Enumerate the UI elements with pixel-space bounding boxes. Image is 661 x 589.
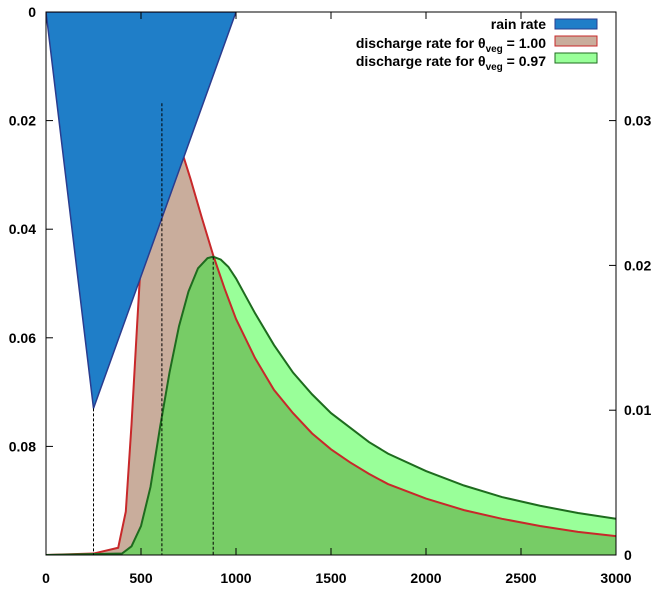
- y-left-tick-label: 0: [28, 4, 36, 20]
- rain-rate-area: [46, 12, 237, 409]
- x-tick-label: 2500: [505, 570, 536, 586]
- legend-swatch-discharge-097: [554, 52, 598, 64]
- y-right-tick-label: 0.01: [624, 402, 651, 418]
- x-tick-label: 2000: [410, 570, 441, 586]
- discharge-100-line: [46, 101, 616, 555]
- x-tick-label: 1000: [220, 570, 251, 586]
- x-tick-label: 3000: [600, 570, 631, 586]
- y-right-tick-label: 0.02: [624, 257, 651, 273]
- x-tick-label: 0: [42, 570, 50, 586]
- peak-markers: [93, 103, 214, 555]
- y-right-tick-label: 0.03: [624, 113, 651, 129]
- legend: rain rate discharge rate for θveg = 1.00…: [356, 16, 598, 73]
- y-left-tick-label: 0.06: [9, 330, 36, 346]
- legend-swatch-discharge-100: [554, 35, 598, 47]
- y-left-tick-label: 0.04: [9, 221, 36, 237]
- discharge-overlap-area: [46, 256, 616, 555]
- y-right-tick-label: 0: [624, 547, 632, 563]
- plot-area: [46, 12, 616, 555]
- discharge-097-line: [46, 255, 616, 555]
- y-left-tick-label: 0.02: [9, 113, 36, 129]
- legend-label-rain: rain rate: [491, 16, 546, 32]
- legend-label-discharge-100: discharge rate for θveg = 1.00: [356, 35, 546, 55]
- legend-swatch-rain: [554, 18, 598, 30]
- y-left-tick-label: 0.08: [9, 438, 36, 454]
- x-tick-label: 1500: [315, 570, 346, 586]
- x-tick-label: 500: [129, 570, 153, 586]
- axis-ticks: 0 500 1000 1500 2000 2500 3000 0 0.02 0.04 0.06 0.0…: [9, 4, 652, 586]
- legend-label-discharge-097: discharge rate for θveg = 0.97: [356, 53, 546, 73]
